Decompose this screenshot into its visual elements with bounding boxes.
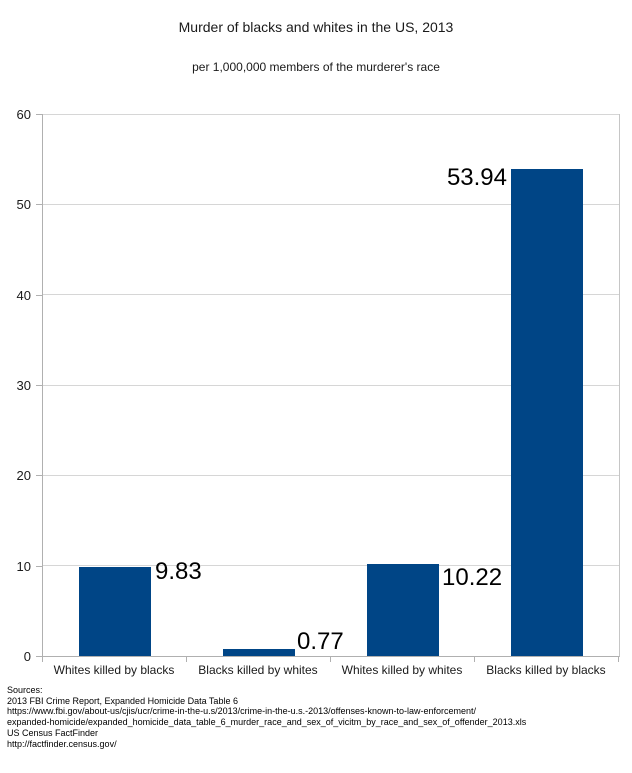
y-tick-label: 0	[23, 649, 31, 664]
sources-line: Sources:	[7, 685, 43, 695]
gridline-60	[43, 114, 619, 115]
gridline-30	[43, 384, 619, 386]
sources-line: http://factfinder.census.gov/	[7, 738, 117, 749]
y-tick-mark	[36, 565, 42, 567]
gridline-10	[43, 565, 619, 567]
sources-line: 2013 FBI Crime Report, Expanded Homicide…	[7, 695, 238, 706]
value-label-1: 9.83	[155, 558, 202, 585]
y-tick-label: 10	[16, 558, 31, 574]
gridline-40	[43, 294, 619, 296]
y-tick-label: 20	[16, 468, 31, 484]
chart-subtitle: per 1,000,000 members of the murderer's …	[192, 60, 440, 74]
bar-2	[223, 649, 295, 656]
y-tick-mark	[36, 294, 42, 296]
gridline-50	[43, 203, 619, 205]
category-label: Whites killed by whites	[341, 663, 463, 677]
y-tick-label: 40	[16, 287, 31, 303]
x-tick-mark	[42, 657, 43, 662]
y-tick-mark	[36, 656, 42, 657]
sources-line: expanded-homicide/expanded_homicide_data…	[7, 717, 527, 728]
chart-title: Murder of blacks and whites in the US, 2…	[178, 19, 454, 35]
y-tick-mark	[36, 385, 42, 386]
bar-4	[511, 169, 583, 656]
y-tick-mark	[36, 114, 42, 115]
y-tick-label: 30	[16, 378, 31, 393]
x-tick-mark	[186, 657, 187, 662]
x-tick-mark	[330, 657, 331, 662]
y-tick-label: 50	[16, 197, 31, 213]
value-label-2: 0.77	[297, 628, 344, 655]
plot-area	[42, 114, 620, 657]
gridline-20	[43, 474, 619, 476]
sources-note: Sources: 2013 FBI Crime Report, Expanded…	[7, 685, 526, 749]
x-tick-mark	[618, 657, 619, 662]
value-label-3: 10.22	[442, 564, 503, 591]
bar-3	[367, 564, 439, 656]
category-label: Blacks killed by whites	[198, 663, 318, 677]
y-tick-mark	[36, 204, 42, 206]
y-tick-mark	[36, 475, 42, 477]
y-tick-label: 60	[16, 107, 31, 122]
category-label: Blacks killed by blacks	[486, 663, 606, 677]
value-label-4: 53.94	[446, 164, 507, 191]
category-label: Whites killed by blacks	[53, 663, 175, 677]
bar-1	[79, 567, 151, 656]
sources-line: US Census FactFinder	[7, 727, 99, 738]
sources-line: https://www.fbi.gov/about-us/cjis/ucr/cr…	[7, 706, 477, 717]
x-tick-mark	[474, 657, 475, 662]
